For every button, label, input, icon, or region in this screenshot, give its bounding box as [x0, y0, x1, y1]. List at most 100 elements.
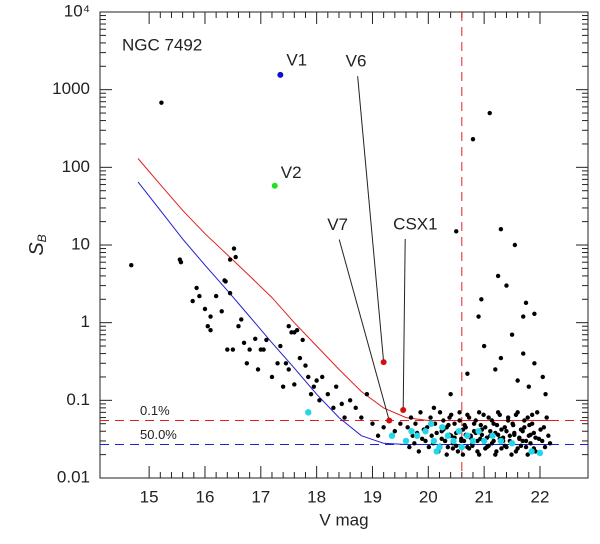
annotation-label: V6 — [346, 52, 367, 71]
data-point — [508, 440, 516, 447]
data-point — [311, 384, 317, 389]
data-point — [528, 441, 533, 446]
data-point — [458, 443, 466, 451]
data-point — [491, 438, 496, 444]
data-point — [459, 438, 464, 444]
data-point — [303, 363, 308, 368]
y-tick-label: 100 — [62, 157, 90, 176]
data-point — [239, 317, 244, 322]
leader-line — [402, 239, 406, 411]
data-point — [531, 430, 537, 436]
data-point — [546, 433, 551, 438]
data-point — [437, 410, 443, 415]
data-point — [493, 452, 498, 457]
data-point — [449, 412, 454, 418]
data-point — [497, 412, 502, 418]
data-point — [547, 441, 553, 446]
data-point — [454, 229, 459, 234]
data-point — [543, 391, 548, 397]
data-point — [536, 449, 544, 457]
annotation-label: CSX1 — [393, 215, 437, 234]
data-point — [493, 367, 498, 372]
data-point — [300, 337, 305, 343]
data-point — [489, 432, 496, 439]
data-point — [439, 436, 444, 441]
data-point — [499, 427, 504, 432]
data-point — [515, 378, 520, 383]
data-point — [428, 415, 433, 420]
data-point — [518, 443, 524, 448]
data-point — [512, 432, 517, 437]
data-point — [227, 290, 233, 296]
data-point — [410, 433, 415, 438]
data-point — [457, 410, 462, 415]
data-point — [529, 412, 535, 418]
data-point — [359, 415, 364, 420]
highlight-point — [380, 359, 387, 366]
data-point — [402, 437, 410, 445]
data-point — [523, 444, 529, 450]
data-point — [454, 443, 459, 448]
data-point — [233, 254, 238, 260]
data-point — [469, 437, 477, 445]
data-point — [450, 446, 456, 451]
data-point — [297, 355, 303, 361]
data-point — [504, 283, 509, 288]
data-point — [470, 443, 475, 448]
data-point — [269, 374, 275, 380]
y-axis-label: SB — [26, 234, 49, 255]
data-point — [502, 425, 508, 430]
data-point — [208, 327, 213, 333]
data-point — [230, 347, 236, 352]
data-point — [495, 432, 501, 437]
data-point — [540, 438, 545, 444]
data-point — [521, 351, 526, 356]
data-point — [306, 374, 311, 380]
data-point — [339, 401, 344, 407]
data-point — [431, 405, 437, 411]
data-point — [483, 425, 488, 430]
data-point — [444, 432, 452, 439]
data-point — [522, 418, 527, 423]
leader-line — [338, 239, 390, 421]
annotation-label: V7 — [327, 215, 348, 234]
data-point — [487, 110, 492, 116]
x-tick-label: 15 — [140, 487, 159, 506]
data-point — [466, 446, 472, 451]
data-point — [510, 422, 516, 428]
data-point — [522, 425, 527, 430]
data-point — [479, 432, 485, 437]
data-point — [430, 437, 438, 445]
data-point — [520, 438, 525, 444]
data-point — [333, 384, 339, 389]
data-point — [129, 262, 134, 268]
data-point — [418, 410, 423, 415]
data-point — [517, 435, 522, 440]
data-point — [495, 273, 501, 279]
y-tick-label: 10⁴ — [64, 1, 90, 20]
data-point — [213, 293, 219, 299]
data-point — [405, 425, 410, 430]
data-point — [412, 441, 417, 446]
data-point — [521, 314, 526, 319]
data-point — [205, 324, 210, 329]
data-point — [280, 384, 286, 389]
data-point — [353, 405, 358, 411]
data-point — [227, 257, 233, 262]
data-point — [448, 391, 453, 397]
data-point — [507, 433, 513, 438]
y-axis-label-sub: B — [35, 234, 49, 242]
data-point — [236, 324, 241, 329]
data-point — [439, 424, 446, 431]
data-point — [536, 436, 542, 441]
data-point — [489, 418, 495, 423]
data-point — [476, 314, 481, 319]
data-point — [408, 415, 414, 420]
chart-title: NGC 7492 — [122, 35, 202, 54]
data-point — [464, 432, 471, 439]
data-point — [194, 285, 199, 291]
y-tick-label: 1 — [81, 312, 90, 331]
data-point — [416, 449, 422, 454]
data-point — [457, 418, 462, 423]
